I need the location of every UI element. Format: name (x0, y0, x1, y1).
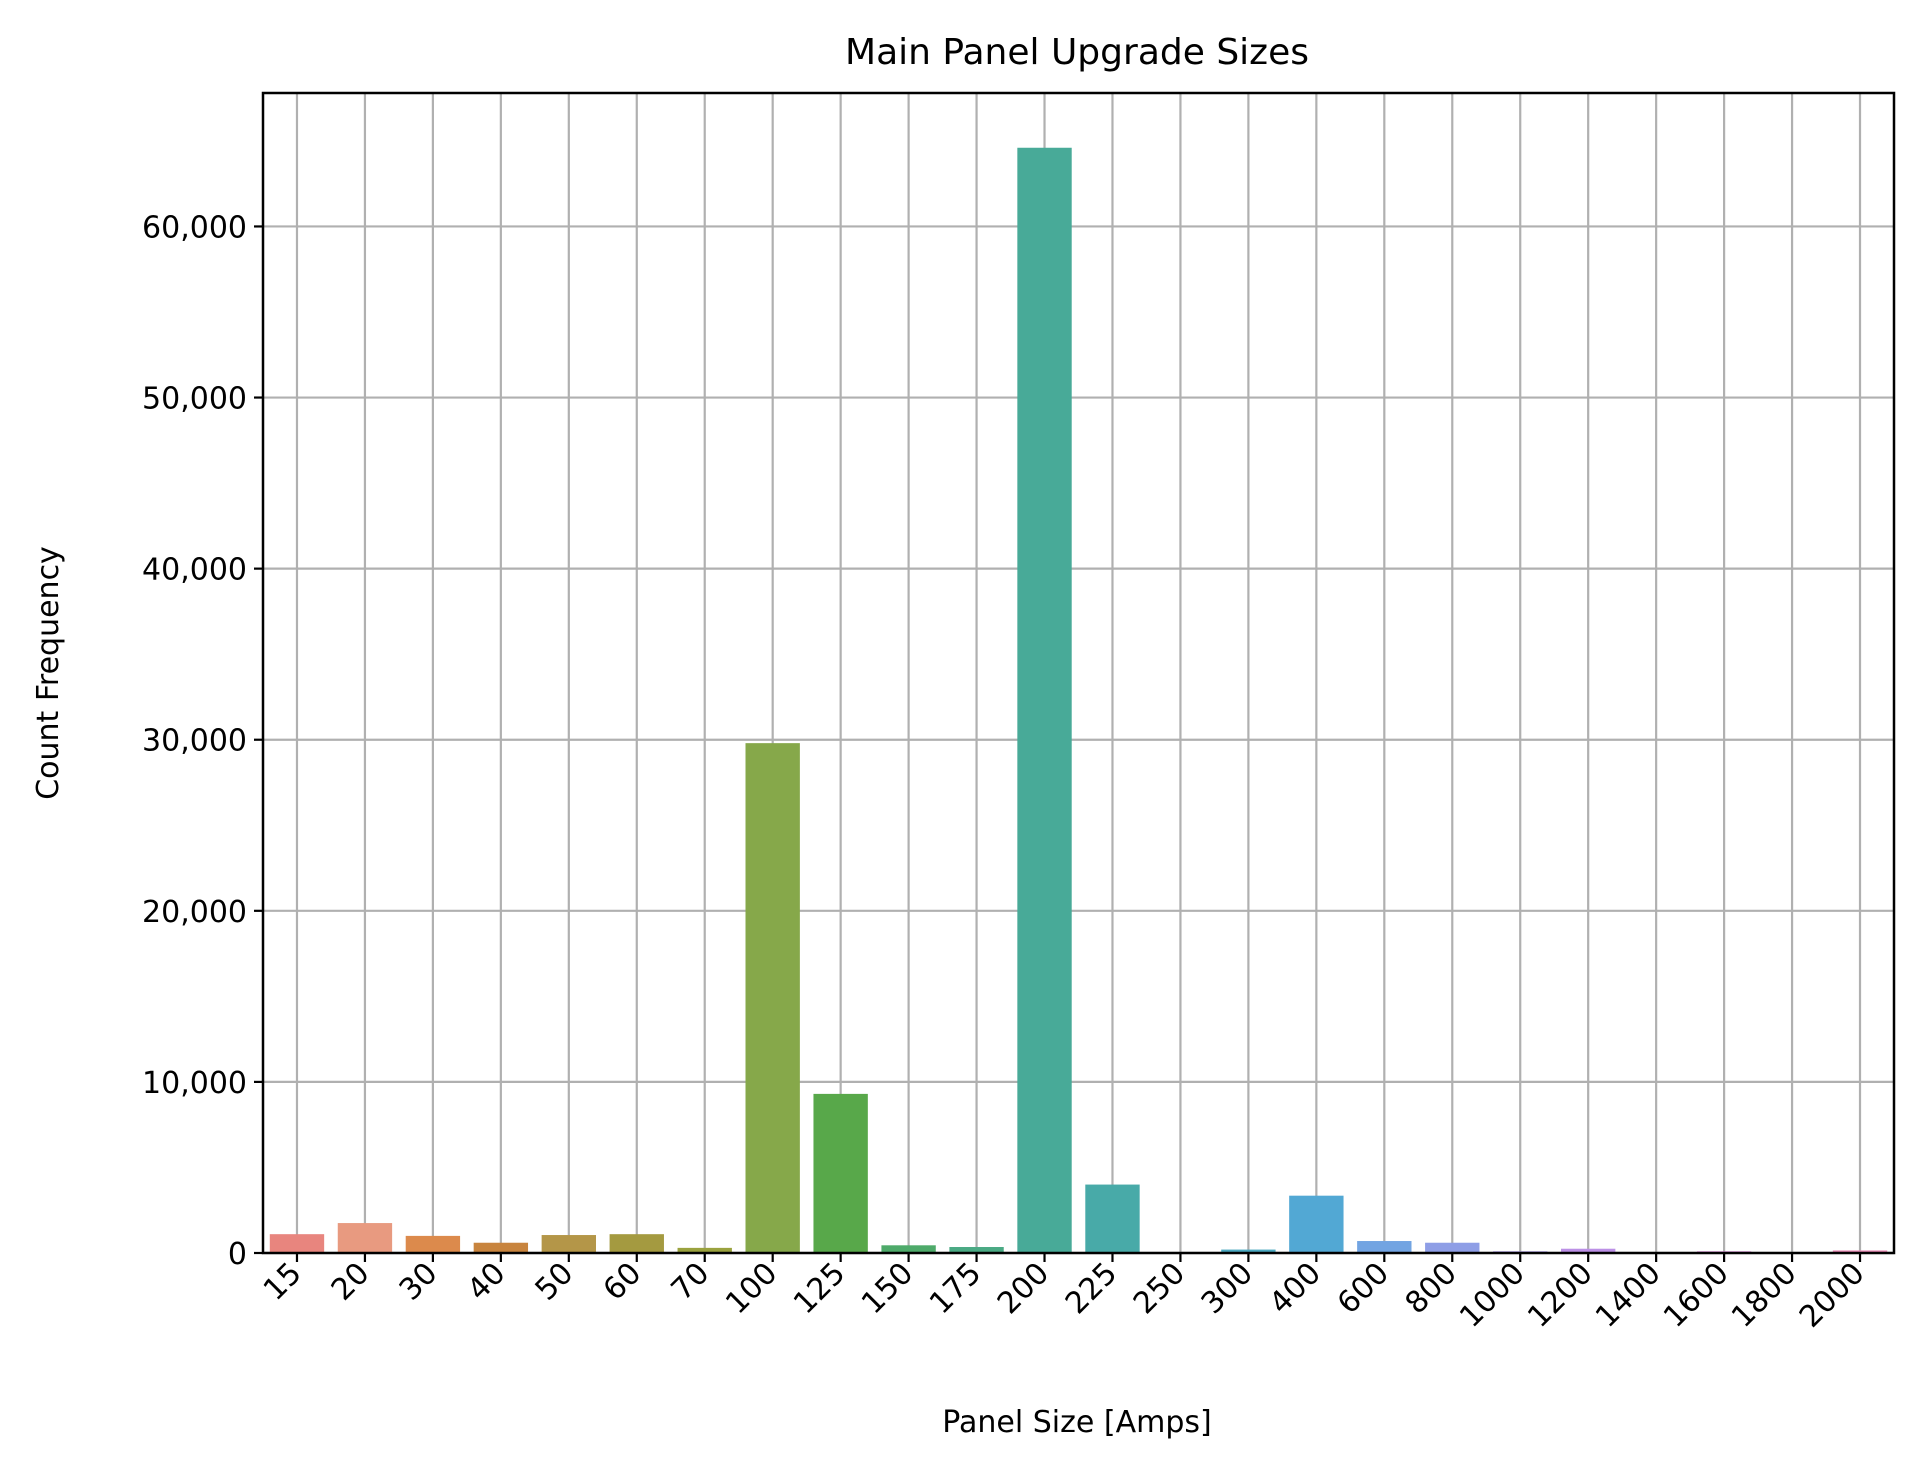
bar-30 (405, 1235, 461, 1253)
y-tick-label: 0 (228, 1237, 247, 1272)
x-tick-label: 1800 (1725, 1256, 1804, 1335)
bar-2000 (1832, 1250, 1888, 1253)
y-tick-label: 60,000 (142, 210, 247, 245)
bar-225 (1085, 1184, 1140, 1253)
y-axis-label: Count Frequency (31, 546, 66, 800)
bar-800 (1425, 1242, 1480, 1253)
x-tick-label: 1600 (1657, 1256, 1736, 1335)
grid-layer (263, 93, 1894, 1255)
x-tick-label: 400 (1263, 1256, 1328, 1321)
x-tick-label: 175 (923, 1256, 988, 1321)
x-tick-label: 150 (855, 1256, 920, 1321)
x-tick-label: 1400 (1589, 1256, 1668, 1335)
bar-100 (745, 743, 800, 1253)
bar-50 (541, 1235, 596, 1253)
bar-20 (337, 1223, 393, 1253)
x-axis-label: Panel Size [Amps] (942, 1405, 1211, 1440)
x-tick-label: 600 (1331, 1256, 1396, 1321)
bar-600 (1357, 1241, 1412, 1253)
bar-400 (1289, 1195, 1344, 1253)
bar-15 (269, 1234, 325, 1253)
x-tick-label: 30 (393, 1256, 445, 1308)
x-tick-label: 300 (1195, 1256, 1260, 1321)
ticks-layer: 15 20 30 40 50 60 70 100 125 150 175 200 225 250 300 40… (142, 210, 1872, 1334)
x-tick-label: 1000 (1453, 1256, 1532, 1335)
y-tick-label: 40,000 (142, 553, 247, 588)
y-tick-label: 30,000 (142, 724, 247, 759)
bar-150 (881, 1245, 936, 1253)
bar-70 (677, 1247, 732, 1253)
chart-title: Main Panel Upgrade Sizes (845, 32, 1309, 73)
bar-60 (609, 1234, 664, 1253)
plot-frame (261, 91, 1896, 1255)
x-tick-label: 125 (787, 1256, 852, 1321)
y-tick-label: 10,000 (142, 1066, 247, 1101)
x-tick-label: 20 (325, 1256, 377, 1308)
x-tick-label: 1200 (1521, 1256, 1600, 1335)
bar-1200 (1561, 1248, 1616, 1253)
x-tick-label: 225 (1059, 1256, 1124, 1321)
bar-300 (1221, 1249, 1276, 1253)
x-tick-label: 50 (529, 1256, 581, 1308)
x-tick-label: 15 (257, 1256, 309, 1308)
y-tick-label: 50,000 (142, 382, 247, 417)
x-tick-label: 70 (665, 1256, 717, 1308)
y-tick-label: 20,000 (142, 895, 247, 930)
bar-175 (949, 1247, 1004, 1253)
bars-layer (269, 147, 1888, 1253)
x-tick-label: 2000 (1793, 1256, 1872, 1335)
bar-40 (473, 1242, 529, 1253)
bar-125 (813, 1093, 868, 1253)
x-tick-label: 250 (1127, 1256, 1192, 1321)
x-tick-label: 40 (461, 1256, 513, 1308)
bar-200 (1017, 147, 1072, 1253)
x-tick-label: 100 (719, 1256, 784, 1321)
x-tick-label: 60 (597, 1256, 649, 1308)
x-tick-label: 200 (991, 1256, 1056, 1321)
